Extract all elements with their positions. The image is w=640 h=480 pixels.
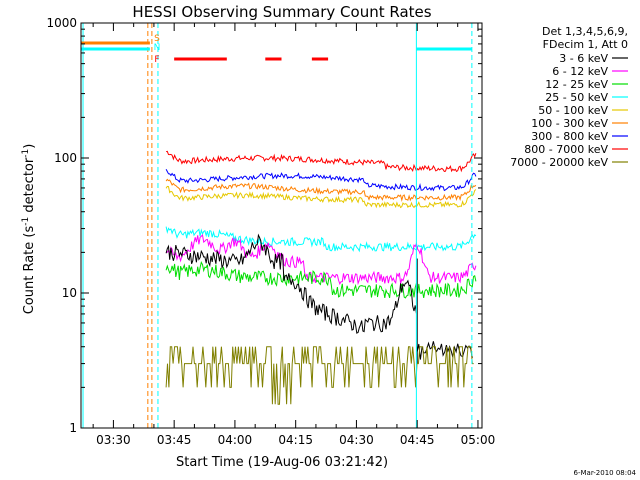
series-line-3 (165, 226, 477, 253)
plot-frame (80, 22, 483, 429)
legend-entry-label: 6 - 12 keV (552, 65, 608, 78)
legend-entry-label: 7000 - 20000 keV (510, 156, 608, 169)
x-tick-label: 04:45 (400, 433, 435, 447)
chart-title: HESSI Observing Summary Count Rates (132, 3, 431, 21)
series-line-5 (165, 178, 477, 202)
y-axis-label-part: Count Rate (s (22, 226, 37, 315)
flag-label-n: N (154, 43, 161, 53)
y-axis-label-sup: -1 (21, 149, 31, 158)
flag-label-f: F (154, 55, 159, 65)
legend-entry-label: 300 - 800 keV (531, 130, 608, 143)
legend-entry-label: 50 - 100 keV (538, 104, 608, 117)
y-tick-label: 1000 (46, 16, 77, 30)
y-axis-label-part: detector (22, 157, 37, 217)
legend-header: FDecim 1, Att 0 (543, 38, 628, 51)
series-line-6 (165, 169, 477, 192)
x-tick-label: 03:45 (157, 433, 192, 447)
legend-entry-label: 25 - 50 keV (545, 91, 608, 104)
y-axis-label: Count Rate (s-1 detector-1) (21, 144, 37, 315)
legend-header: Det 1,3,4,5,6,9, (542, 25, 628, 38)
legend-entry-label: 12 - 25 keV (545, 78, 608, 91)
series-line-1 (165, 234, 477, 286)
x-axis-label: Start Time (19-Aug-06 03:21:42) (176, 455, 388, 470)
y-tick-label: 1 (69, 421, 77, 435)
series-line-7 (165, 150, 477, 173)
y-axis-label-part: ) (22, 144, 37, 149)
x-tick-label: 05:00 (461, 433, 496, 447)
y-axis-label-sup: -1 (21, 217, 31, 226)
legend-entry-label: 100 - 300 keV (531, 117, 608, 130)
flag-label-s: S (154, 34, 160, 44)
legend-entry-label: 800 - 7000 keV (524, 143, 608, 156)
y-tick-label: 100 (54, 151, 77, 165)
series-line-2 (165, 261, 477, 299)
legend-entry-label: 3 - 6 keV (559, 52, 608, 65)
x-tick-label: 04:15 (278, 433, 313, 447)
footer-date: 6-Mar-2010 08:04 (574, 469, 637, 477)
series-line-4 (165, 185, 477, 209)
y-tick-label: 10 (62, 286, 77, 300)
series-line-0 (165, 233, 417, 334)
x-tick-label: 04:00 (218, 433, 253, 447)
x-tick-label: 04:30 (339, 433, 374, 447)
series-line-0b (416, 341, 473, 360)
x-tick-label: 03:30 (96, 433, 131, 447)
series-line-8 (165, 346, 474, 405)
